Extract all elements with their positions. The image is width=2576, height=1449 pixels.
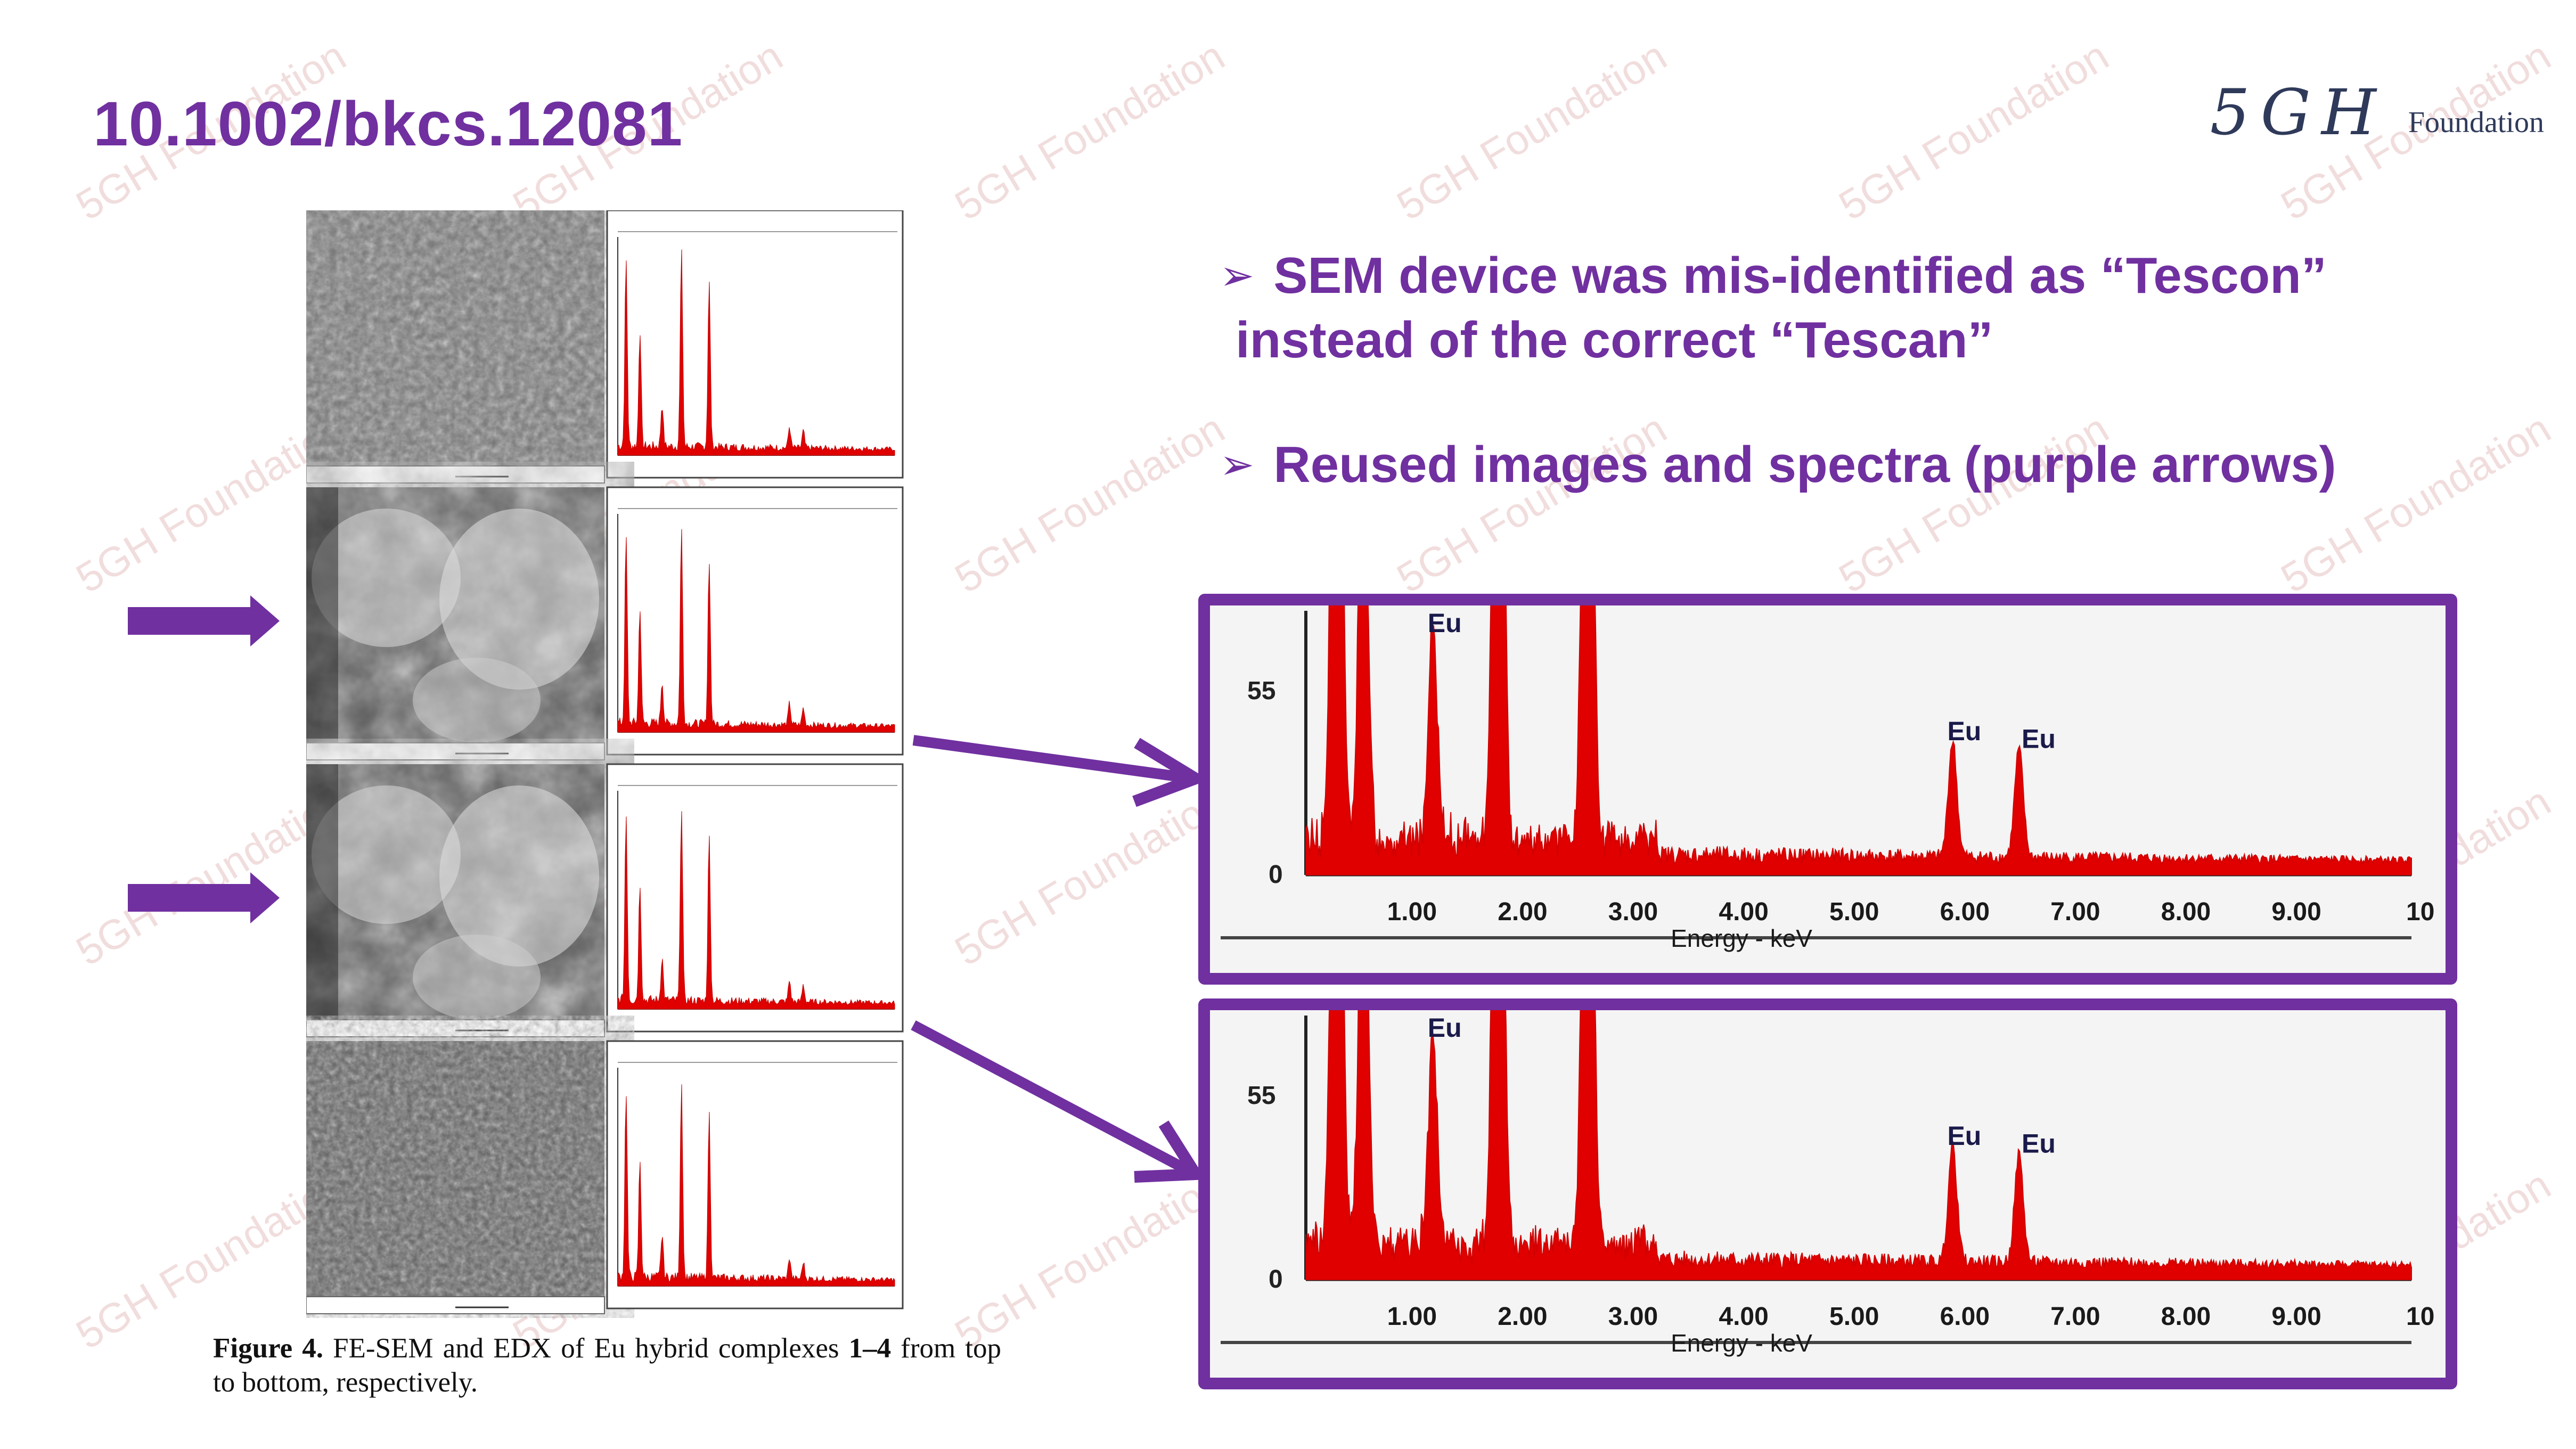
zoom-peak-label: Eu <box>1428 1013 1462 1043</box>
zoom-x-tick-label: 7.00 <box>2050 898 2100 926</box>
zoom-x-tick-label: 8.00 <box>2161 898 2211 926</box>
zoom-x-tick-label: 4.00 <box>1719 1303 1768 1331</box>
zoom-x-tick-label: 6.00 <box>1940 1303 1990 1331</box>
row-2-arrow-shaft <box>128 607 258 635</box>
sem-micrograph <box>306 487 605 760</box>
chevron-right-icon: ➢ <box>1220 252 1255 299</box>
zoom-spectrum-2: 550NEuEuEu1.002.003.004.005.006.007.008.… <box>1210 1010 2434 1357</box>
zoom-x-tick-label: 2.00 <box>1498 898 1547 926</box>
pointer-arrow-2 <box>911 1020 1193 1176</box>
zoom-x-tick-label: 9.00 <box>2271 1303 2321 1331</box>
pointer-arrow-1 <box>912 735 1194 784</box>
edx-spectrum <box>606 763 904 1033</box>
bullet-text: SEM device was mis-identified as “Tescon… <box>1273 247 2327 304</box>
edx-spectrum <box>606 1040 904 1309</box>
zoom-x-tick-label: 1.00 <box>1387 1303 1437 1331</box>
figure-4 <box>306 210 908 1318</box>
pointer-arrow-2-head <box>1134 1120 1206 1183</box>
zoom-x-tick-label: 10 <box>2406 898 2434 926</box>
zoom-y-tick-zero: 0 <box>1269 1265 1283 1294</box>
figure-row <box>306 486 904 760</box>
row-3-arrow-shaft <box>128 884 258 912</box>
zoom-x-tick-label: 6.00 <box>1940 898 1990 926</box>
zoom-x-tick-label: 5.00 <box>1829 898 1879 926</box>
zoom-peak-label: Eu <box>1428 608 1462 638</box>
zoom-x-tick-label: 1.00 <box>1387 898 1437 926</box>
caption-range: 1–4 <box>848 1333 892 1364</box>
zoom-spectrum-trace <box>1305 1010 2412 1280</box>
zoom-panel-1: 550NEuEuEu1.002.003.004.005.006.007.008.… <box>1198 594 2457 985</box>
logo-mark: 5GH <box>2210 76 2387 149</box>
zoom-x-tick-label: 10 <box>2406 1303 2434 1331</box>
figure-row <box>306 1040 904 1314</box>
zoom-x-tick-label: 3.00 <box>1608 898 1658 926</box>
caption-text: FE-SEM and EDX of Eu hybrid complexes <box>333 1333 839 1364</box>
zoom-spectrum-1: 550NEuEuEu1.002.003.004.005.006.007.008.… <box>1210 605 2434 952</box>
zoom-x-tick-label: 7.00 <box>2050 1303 2100 1331</box>
zoom-x-tick-label: 9.00 <box>2271 898 2321 926</box>
zoom-x-tick-label: 2.00 <box>1498 1303 1547 1331</box>
foundation-logo: 5GH Foundation <box>2210 64 2544 149</box>
caption-tail: from top to bottom, respectively. <box>213 1333 1001 1398</box>
bullet-text: Reused images and spectra (purple arrows… <box>1273 436 2336 493</box>
zoom-x-tick-label: 5.00 <box>1829 1303 1879 1331</box>
page-title: 10.1002/bkcs.12081 <box>93 89 683 159</box>
zoom-x-axis-label: Energy - keV <box>1671 1329 1812 1357</box>
zoom-peak-label: Eu <box>1947 716 1981 746</box>
zoom-y-tick-top: 55 <box>1247 677 1275 705</box>
logo-word: Foundation <box>2408 106 2544 139</box>
zoom-panel-2: 550NEuEuEu1.002.003.004.005.006.007.008.… <box>1198 998 2457 1389</box>
zoom-peak-label: Eu <box>1947 1121 1981 1151</box>
bullet-reused: ➢ Reused images and spectra (purple arrow… <box>1220 434 2336 498</box>
sem-micrograph <box>306 1041 605 1314</box>
zoom-peak-label: Eu <box>2022 724 2056 754</box>
edx-spectrum <box>606 210 904 479</box>
zoom-x-axis-label: Energy - keV <box>1671 924 1812 952</box>
bullet-tescan: ➢ SEM device was mis-identified as “Tesco… <box>1220 245 2327 371</box>
zoom-spectrum-trace <box>1305 605 2412 875</box>
zoom-x-tick-label: 8.00 <box>2161 1303 2211 1331</box>
row-2-arrow-head <box>250 595 280 646</box>
row-3-arrow-head <box>250 872 280 923</box>
zoom-peak-label: Eu <box>2022 1129 2056 1159</box>
figure-row <box>306 210 904 484</box>
zoom-x-tick-label: 3.00 <box>1608 1303 1658 1331</box>
edx-spectrum <box>606 486 904 756</box>
sem-micrograph <box>306 210 605 484</box>
chevron-right-icon: ➢ <box>1220 441 1255 488</box>
zoom-x-tick-label: 4.00 <box>1719 898 1768 926</box>
pointer-arrow-1-head <box>1132 738 1209 807</box>
zoom-y-tick-top: 55 <box>1247 1082 1275 1110</box>
figure-4-graphic <box>306 210 904 1314</box>
figure-row <box>306 763 904 1037</box>
zoom-y-tick-zero: 0 <box>1269 861 1283 889</box>
sem-micrograph <box>306 764 605 1037</box>
figure-caption: Figure 4. FE-SEM and EDX of Eu hybrid co… <box>213 1331 1001 1399</box>
caption-label: Figure 4. <box>213 1333 323 1364</box>
bullet-text-continued: instead of the correct “Tescan” <box>1236 312 1993 369</box>
